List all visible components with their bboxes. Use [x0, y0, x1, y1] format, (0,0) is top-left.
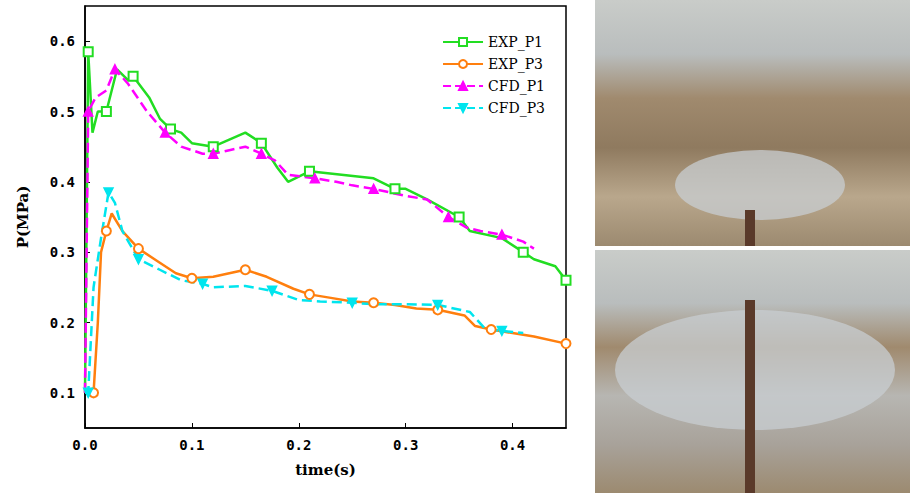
svg-text:0.2: 0.2: [286, 437, 311, 453]
svg-text:CFD_P1: CFD_P1: [488, 78, 545, 95]
svg-text:0.4: 0.4: [500, 437, 525, 453]
svg-text:0.6: 0.6: [50, 33, 75, 49]
svg-text:EXP_P1: EXP_P1: [488, 34, 543, 51]
svg-text:0.5: 0.5: [50, 104, 75, 120]
svg-text:0.1: 0.1: [179, 437, 204, 453]
svg-text:0.4: 0.4: [50, 174, 75, 190]
svg-text:CFD_P3: CFD_P3: [488, 100, 545, 117]
svg-text:time(s): time(s): [295, 461, 356, 479]
svg-text:0.3: 0.3: [393, 437, 418, 453]
svg-text:EXP_P3: EXP_P3: [488, 56, 543, 73]
svg-text:0.0: 0.0: [72, 437, 97, 453]
svg-text:0.1: 0.1: [50, 385, 75, 401]
svg-text:P(MPa): P(MPa): [14, 186, 32, 249]
svg-text:0.2: 0.2: [50, 315, 75, 331]
svg-text:0.3: 0.3: [50, 244, 75, 260]
